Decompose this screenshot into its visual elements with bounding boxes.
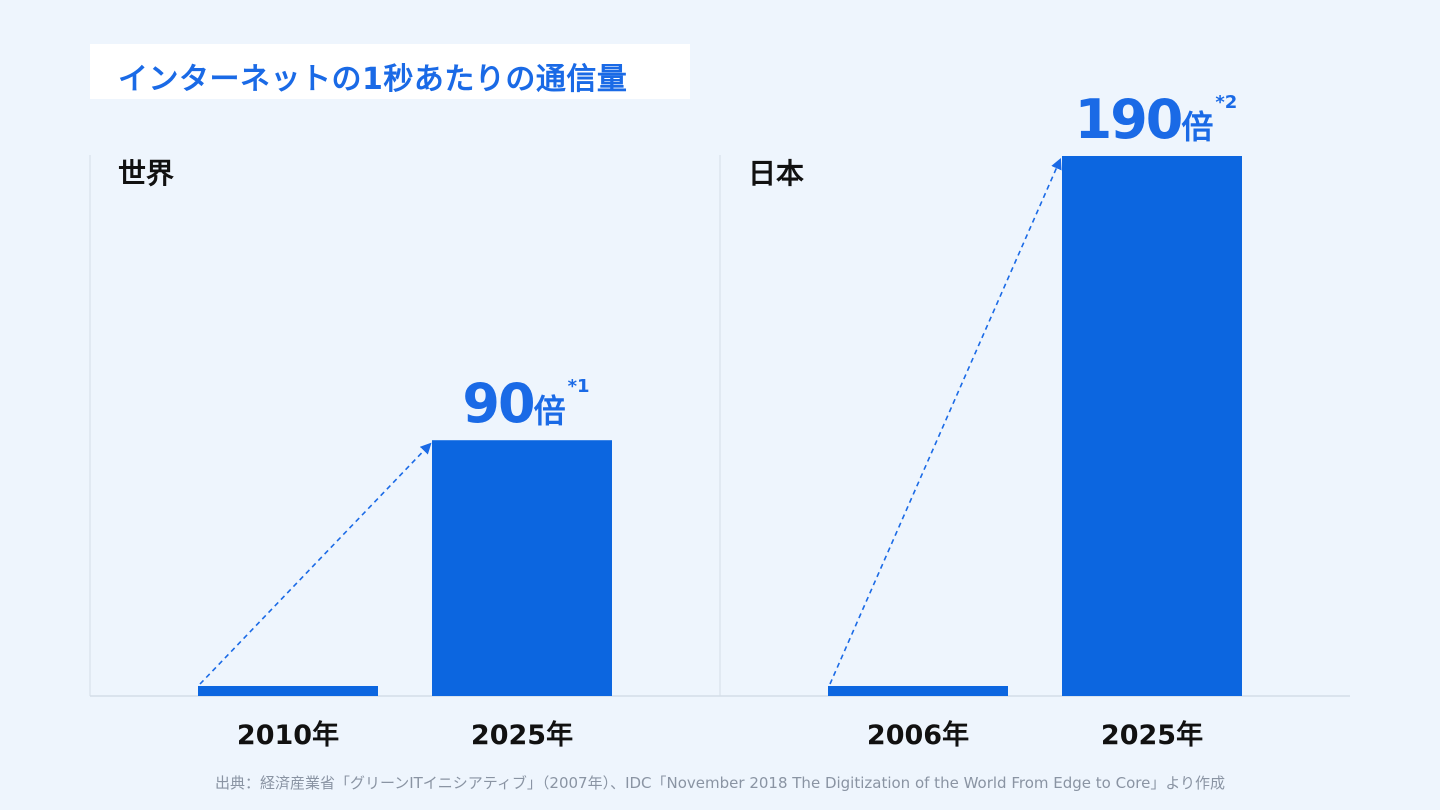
chart-title: インターネットの1秒あたりの通信量 (118, 62, 628, 97)
multiplier-annotation: 190倍 (1075, 88, 1214, 151)
multiplier-unit: 倍 (1181, 108, 1213, 146)
multiplier-value: 190 (1075, 88, 1182, 151)
bar (432, 440, 612, 696)
multiplier-unit: 倍 (534, 392, 566, 430)
category-label: 2006年 (867, 719, 969, 751)
panel-title: 日本 (748, 157, 804, 190)
title-box: インターネットの1秒あたりの通信量 (90, 44, 690, 99)
bar (828, 686, 1008, 696)
category-label: 2025年 (471, 719, 573, 751)
multiplier-value: 90 (462, 372, 533, 435)
footnote-marker: *1 (568, 376, 590, 397)
bar (198, 686, 378, 696)
growth-arrow (199, 442, 432, 685)
category-label: 2010年 (237, 719, 339, 751)
bar (1062, 156, 1242, 696)
chart-panel-1: 世界 2010年 2025年 90倍*1 (118, 157, 612, 751)
growth-arrow (829, 157, 1062, 685)
multiplier-annotation: 90倍 (462, 372, 565, 435)
source-note: 出典：経済産業省「グリーンITイニシアティブ」（2007年）、IDC「Novem… (214, 774, 1226, 792)
category-label: 2025年 (1101, 719, 1203, 751)
footnote-marker: *2 (1215, 92, 1237, 113)
chart-panel-2: 日本 2006年 2025年 190倍*2 (748, 88, 1242, 751)
panel-title: 世界 (118, 157, 174, 190)
